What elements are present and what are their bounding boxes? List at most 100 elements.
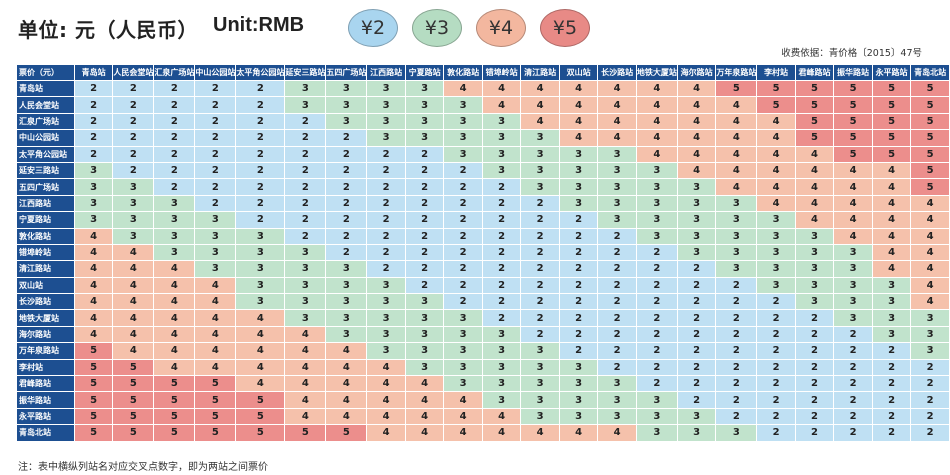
fare-cell: 3 — [794, 293, 835, 311]
fare-cell: 2 — [910, 375, 950, 393]
fare-cell: 5 — [910, 178, 950, 196]
fare-cell: 3 — [833, 309, 873, 327]
fare-cell: 3 — [194, 227, 237, 245]
fare-cell: 3 — [794, 243, 835, 262]
column-header-station: 长沙路站 — [597, 64, 637, 81]
fare-cell: 2 — [153, 178, 196, 196]
fare-cell: 2 — [635, 293, 678, 311]
fare-cell: 2 — [366, 161, 406, 180]
fare-cell: 4 — [715, 96, 758, 114]
fare-cell: 2 — [635, 342, 678, 360]
fare-cell: 3 — [284, 276, 327, 295]
fare-cell: 3 — [284, 96, 327, 114]
fare-cell: 4 — [73, 227, 114, 245]
fare-cell: 4 — [635, 145, 678, 163]
fare-cell: 2 — [635, 276, 678, 295]
fare-cell: 3 — [325, 96, 368, 114]
row-header-station: 人民会堂站 — [16, 96, 75, 114]
fare-cell: 5 — [794, 79, 835, 98]
row-header-station: 宁夏路站 — [16, 211, 75, 229]
fare-cell: 2 — [794, 375, 835, 393]
column-header-station: 永平路站 — [871, 64, 912, 81]
fare-cell: 5 — [794, 112, 835, 131]
fare-cell: 4 — [676, 129, 717, 147]
fare-cell: 2 — [635, 309, 678, 327]
fare-cell: 4 — [597, 96, 637, 114]
fare-cell: 4 — [910, 276, 950, 295]
fare-cell: 3 — [833, 276, 873, 295]
fare-cell: 3 — [443, 342, 483, 360]
fare-cell: 3 — [597, 145, 637, 163]
fare-cell: 3 — [520, 391, 560, 409]
fare-cell: 4 — [871, 260, 912, 278]
fare-cell: 4 — [833, 194, 873, 213]
fare-cell: 2 — [481, 243, 522, 262]
fare-cell: 4 — [794, 145, 835, 163]
fare-cell: 2 — [756, 407, 796, 426]
fare-cell: 3 — [756, 211, 796, 229]
fare-cell: 2 — [756, 342, 796, 360]
table-row: 清江路站 4 4 4 3 3 3 3 2 2 2 2 2 2 2 2 2 3 3 3 3 4 4 — [16, 260, 950, 278]
fare-cell: 2 — [558, 325, 599, 344]
fare-cell: 2 — [443, 178, 483, 196]
row-header-station: 永平路站 — [16, 407, 75, 426]
fare-cell: 2 — [404, 194, 445, 213]
table-header-row: 票价（元） 青岛站 人民会堂站 汇泉广场站 中山公园站 太平角公园站 延安三路站 五四广场站江… — [16, 64, 950, 81]
fare-cell: 2 — [676, 391, 717, 409]
fare-cell: 2 — [366, 178, 406, 196]
fare-cell: 3 — [366, 276, 406, 295]
fare-cell: 2 — [833, 375, 873, 393]
fare-cell: 4 — [325, 358, 368, 377]
fare-cell: 4 — [112, 309, 155, 327]
fare-cell: 2 — [597, 309, 637, 327]
fare-cell: 4 — [676, 112, 717, 131]
fare-cell: 2 — [833, 325, 873, 344]
fare-cell: 3 — [325, 79, 368, 98]
fare-cell: 4 — [235, 309, 286, 327]
fare-cell: 3 — [520, 145, 560, 163]
fare-cell: 2 — [284, 112, 327, 131]
fare-cell: 4 — [794, 161, 835, 180]
row-header-station: 双山站 — [16, 276, 75, 295]
fare-cell: 5 — [794, 129, 835, 147]
fare-cell: 4 — [635, 96, 678, 114]
fare-cell: 4 — [404, 407, 445, 426]
fare-cell: 2 — [443, 211, 483, 229]
fare-cell: 2 — [112, 112, 155, 131]
fare-cell: 4 — [715, 129, 758, 147]
row-header-station: 延安三路站 — [16, 161, 75, 180]
fare-cell: 3 — [153, 227, 196, 245]
fare-cell: 3 — [481, 375, 522, 393]
fare-cell: 3 — [325, 112, 368, 131]
fare-cell: 3 — [366, 112, 406, 131]
fare-cell: 3 — [443, 309, 483, 327]
fare-cell: 3 — [833, 260, 873, 278]
fare-cell: 5 — [871, 96, 912, 114]
fare-cell: 5 — [112, 407, 155, 426]
fare-cell: 5 — [194, 407, 237, 426]
fare-cell: 2 — [194, 79, 237, 98]
fare-cell: 5 — [235, 407, 286, 426]
fare-cell: 3 — [794, 276, 835, 295]
fare-cell: 2 — [194, 145, 237, 163]
fare-cell: 5 — [153, 424, 196, 442]
fare-cell: 5 — [112, 424, 155, 442]
fare-cell: 2 — [153, 79, 196, 98]
fare-cell: 5 — [73, 391, 114, 409]
fare-cell: 4 — [676, 79, 717, 98]
fare-cell: 2 — [520, 243, 560, 262]
fare-cell: 5 — [794, 96, 835, 114]
fare-cell: 4 — [794, 211, 835, 229]
fare-cell: 2 — [597, 358, 637, 377]
table-row: 青岛站 2 2 2 2 2 3 3 3 3 4 4 4 4 4 4 4 5 5 5 5 5 5 — [16, 79, 950, 98]
fare-cell: 4 — [715, 161, 758, 180]
fare-cell: 2 — [194, 96, 237, 114]
fare-cell: 4 — [153, 309, 196, 327]
fare-cell: 4 — [73, 293, 114, 311]
fare-cell: 4 — [404, 424, 445, 442]
fare-cell: 3 — [833, 293, 873, 311]
fare-cell: 3 — [481, 391, 522, 409]
fare-cell: 5 — [715, 79, 758, 98]
fare-cell: 4 — [833, 227, 873, 245]
fare-cell: 2 — [366, 260, 406, 278]
